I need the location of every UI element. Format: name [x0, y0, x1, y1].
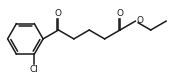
Text: O: O — [136, 16, 143, 25]
Text: O: O — [116, 9, 124, 18]
Text: O: O — [55, 9, 62, 18]
Text: Cl: Cl — [30, 65, 39, 74]
